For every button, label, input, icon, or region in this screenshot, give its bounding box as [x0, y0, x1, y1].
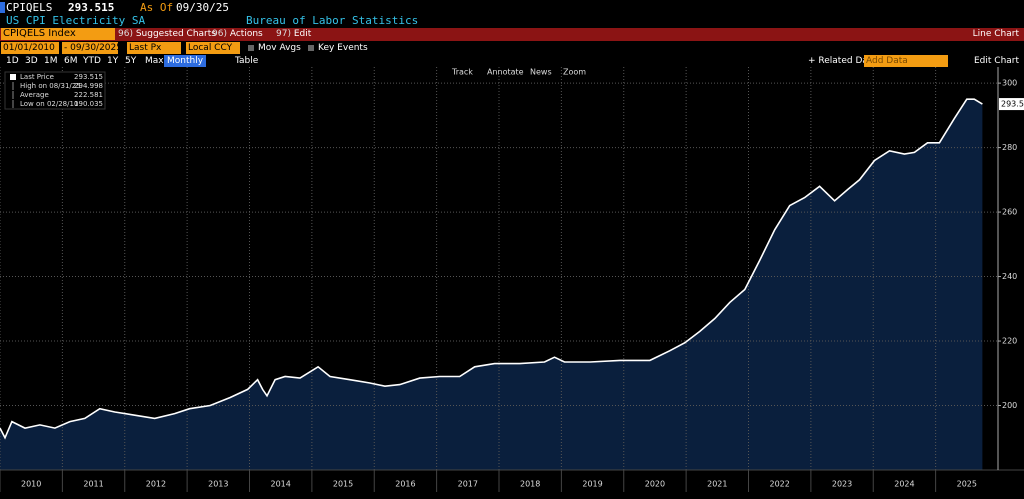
range[interactable]: YTD [83, 56, 101, 66]
range[interactable]: 6M [64, 56, 78, 66]
legend-value: 222.581 [74, 91, 103, 99]
edit-chart[interactable]: Edit Chart [974, 56, 1020, 66]
x-tick-label: 2024 [894, 480, 914, 489]
range[interactable]: 1D [6, 56, 19, 66]
price: 293.515 [68, 1, 115, 14]
legend-label: Last Price [20, 73, 54, 81]
y-tick-label: 280 [1002, 143, 1017, 152]
frequency[interactable]: Monthly [164, 55, 207, 67]
last-price-box [999, 98, 1024, 111]
x-tick-label: 2010 [21, 480, 41, 489]
legend-value: 293.515 [74, 73, 103, 81]
chart: 200 220 240 260 280 300 2010 2011 2012 2013 2014 20… [0, 67, 1024, 499]
menu-item[interactable]: 97) Edit [276, 28, 311, 40]
ticker: CPIQELS [6, 1, 53, 14]
legend-value: 294.998 [74, 82, 103, 90]
security-input[interactable]: CPIQELS Index [1, 28, 115, 40]
tool[interactable]: Annotate [487, 68, 524, 77]
x-tick-label: 2011 [83, 480, 103, 489]
start-date[interactable]: 01/01/2010 [1, 42, 59, 54]
price-field[interactable]: Last Px [127, 42, 181, 54]
legend-label: High on 08/31/25 [20, 82, 81, 90]
menu-key: 96) [212, 29, 227, 39]
as-of-label: As Of [140, 1, 174, 14]
add-data[interactable]: Add Data [864, 55, 948, 67]
x-tick-label: 2017 [458, 480, 478, 489]
y-tick-label: 260 [1002, 208, 1017, 217]
x-tick-label: 2020 [645, 480, 665, 489]
y-tick-label: 220 [1002, 337, 1017, 346]
end-date[interactable]: - 09/30/2025 [62, 42, 122, 54]
x-tick-label: 2025 [957, 480, 977, 489]
range[interactable]: 3D [25, 56, 38, 66]
source: Bureau of Labor Statistics [246, 14, 419, 27]
range[interactable]: 1Y [107, 56, 119, 66]
toolbar: CPIQELS Index 96) Suggested Charts 96) A… [0, 28, 1024, 41]
menu-key: 96) [118, 29, 133, 39]
grid [0, 67, 998, 470]
menu-label: Actions [229, 29, 263, 39]
controls: 01/01/2010 - 09/30/2025 Last Px Local CC… [0, 42, 1024, 55]
checkbox[interactable] [308, 45, 314, 51]
chart-tools: Track Annotate News Zoom [451, 68, 586, 77]
chart-type[interactable]: Line Chart [972, 29, 1019, 39]
last-price-label: 293.515 [1001, 100, 1024, 109]
line [0, 98, 983, 440]
y-tick-label: 240 [1002, 272, 1017, 281]
x-tick-label: 2014 [271, 480, 291, 489]
as-of-date: 09/30/25 [176, 1, 229, 14]
range[interactable]: 5Y [125, 56, 137, 66]
legend-swatch [10, 74, 16, 80]
table-button[interactable]: Table [235, 56, 259, 66]
x-tick-label: 2021 [707, 480, 727, 489]
menu-label: Suggested Charts [135, 29, 216, 39]
range[interactable]: Max [145, 56, 164, 66]
x-tick-label: 2013 [208, 480, 228, 489]
x-tick-label: 2018 [520, 480, 540, 489]
x-tick-label: 2019 [582, 480, 602, 489]
description: US CPI Electricity SA [6, 14, 146, 27]
menu-label: Edit [293, 29, 312, 39]
x-tick-label: 2015 [333, 480, 353, 489]
range-row: 1D 3D 1M 6M YTD 1Y 5Y Max Monthly Table … [0, 55, 1024, 67]
header-row: CPIQELS 293.515 As Of 09/30/25 [0, 0, 1024, 15]
y-tick-label: 200 [1002, 401, 1017, 410]
legend-value: 190.035 [74, 100, 103, 108]
option[interactable]: Mov Avgs [258, 43, 301, 53]
checkbox[interactable] [248, 45, 254, 51]
currency[interactable]: Local CCY [186, 42, 240, 54]
legend-box [4, 71, 106, 110]
legend-label: Low on 02/28/10 [20, 100, 78, 108]
area-fill [0, 99, 983, 470]
option[interactable]: Key Events [318, 43, 368, 53]
x-tick-label: 2016 [395, 480, 415, 489]
tool[interactable]: News [530, 68, 552, 77]
legend-label: Average [20, 91, 49, 99]
menu-item[interactable]: 96) Suggested Charts [118, 28, 216, 40]
tool[interactable]: Track [451, 68, 473, 77]
x-tick-label: 2023 [832, 480, 852, 489]
tool[interactable]: Zoom [563, 68, 586, 77]
x-tick-label: 2012 [146, 480, 166, 489]
menu-key: 97) [276, 29, 291, 39]
menu-item[interactable]: 96) Actions [212, 28, 263, 40]
y-tick-label: 300 [1002, 79, 1017, 88]
related-data[interactable]: + Related Dat [808, 56, 872, 66]
cursor [0, 2, 5, 13]
x-tick-label: 2022 [770, 480, 790, 489]
description-row: US CPI Electricity SA Bureau of Labor St… [0, 14, 1024, 28]
range[interactable]: 1M [44, 56, 58, 66]
